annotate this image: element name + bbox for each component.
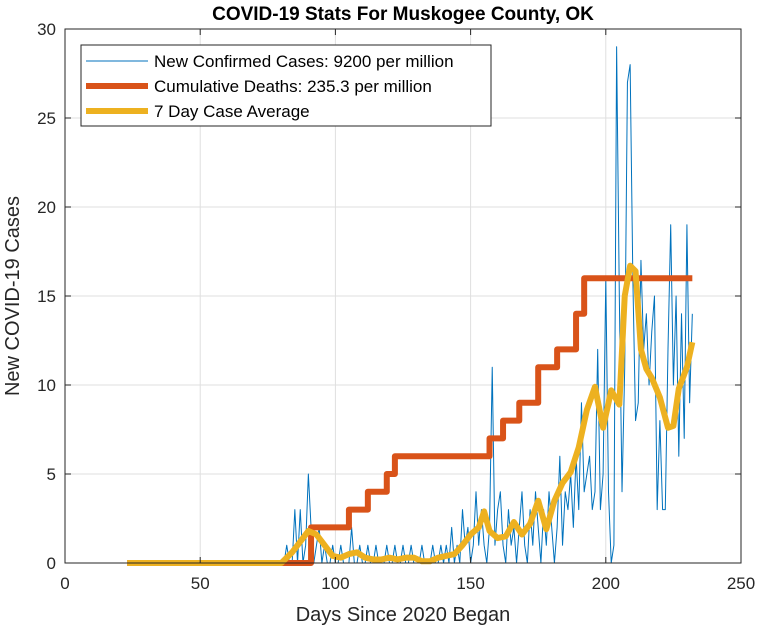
- x-tick-label: 100: [321, 574, 349, 593]
- x-tick-label: 50: [191, 574, 210, 593]
- x-axis-title: Days Since 2020 Began: [296, 604, 511, 626]
- legend: New Confirmed Cases: 9200 per million Cu…: [80, 44, 492, 127]
- tick-layer: 0 50 100 150 200 250 0 5 10 15 20 25 30: [37, 20, 755, 593]
- legend-label-new-cases: New Confirmed Cases: 9200 per million: [154, 52, 454, 71]
- y-tick-label: 25: [37, 109, 56, 128]
- series-cumulative-deaths: [127, 275, 693, 566]
- y-tick-label: 15: [37, 287, 56, 306]
- chart-title: COVID-19 Stats For Muskogee County, OK: [212, 4, 594, 25]
- y-tick-label: 20: [37, 198, 56, 217]
- series-7-day-average: [127, 262, 696, 566]
- x-tick-label: 0: [60, 574, 69, 593]
- y-axis-title: New COVID-19 Cases: [2, 196, 24, 396]
- legend-box: [80, 44, 492, 127]
- y-tick-label: 0: [47, 554, 56, 573]
- legend-label-cumulative-deaths: Cumulative Deaths: 235.3 per million: [154, 77, 432, 96]
- y-tick-label: 10: [37, 376, 56, 395]
- x-tick-label: 250: [727, 574, 755, 593]
- x-tick-label: 150: [456, 574, 484, 593]
- legend-label-7-day-average: 7 Day Case Average: [154, 102, 310, 121]
- y-tick-label: 5: [47, 465, 56, 484]
- y-tick-label: 30: [37, 20, 56, 39]
- x-tick-label: 200: [592, 574, 620, 593]
